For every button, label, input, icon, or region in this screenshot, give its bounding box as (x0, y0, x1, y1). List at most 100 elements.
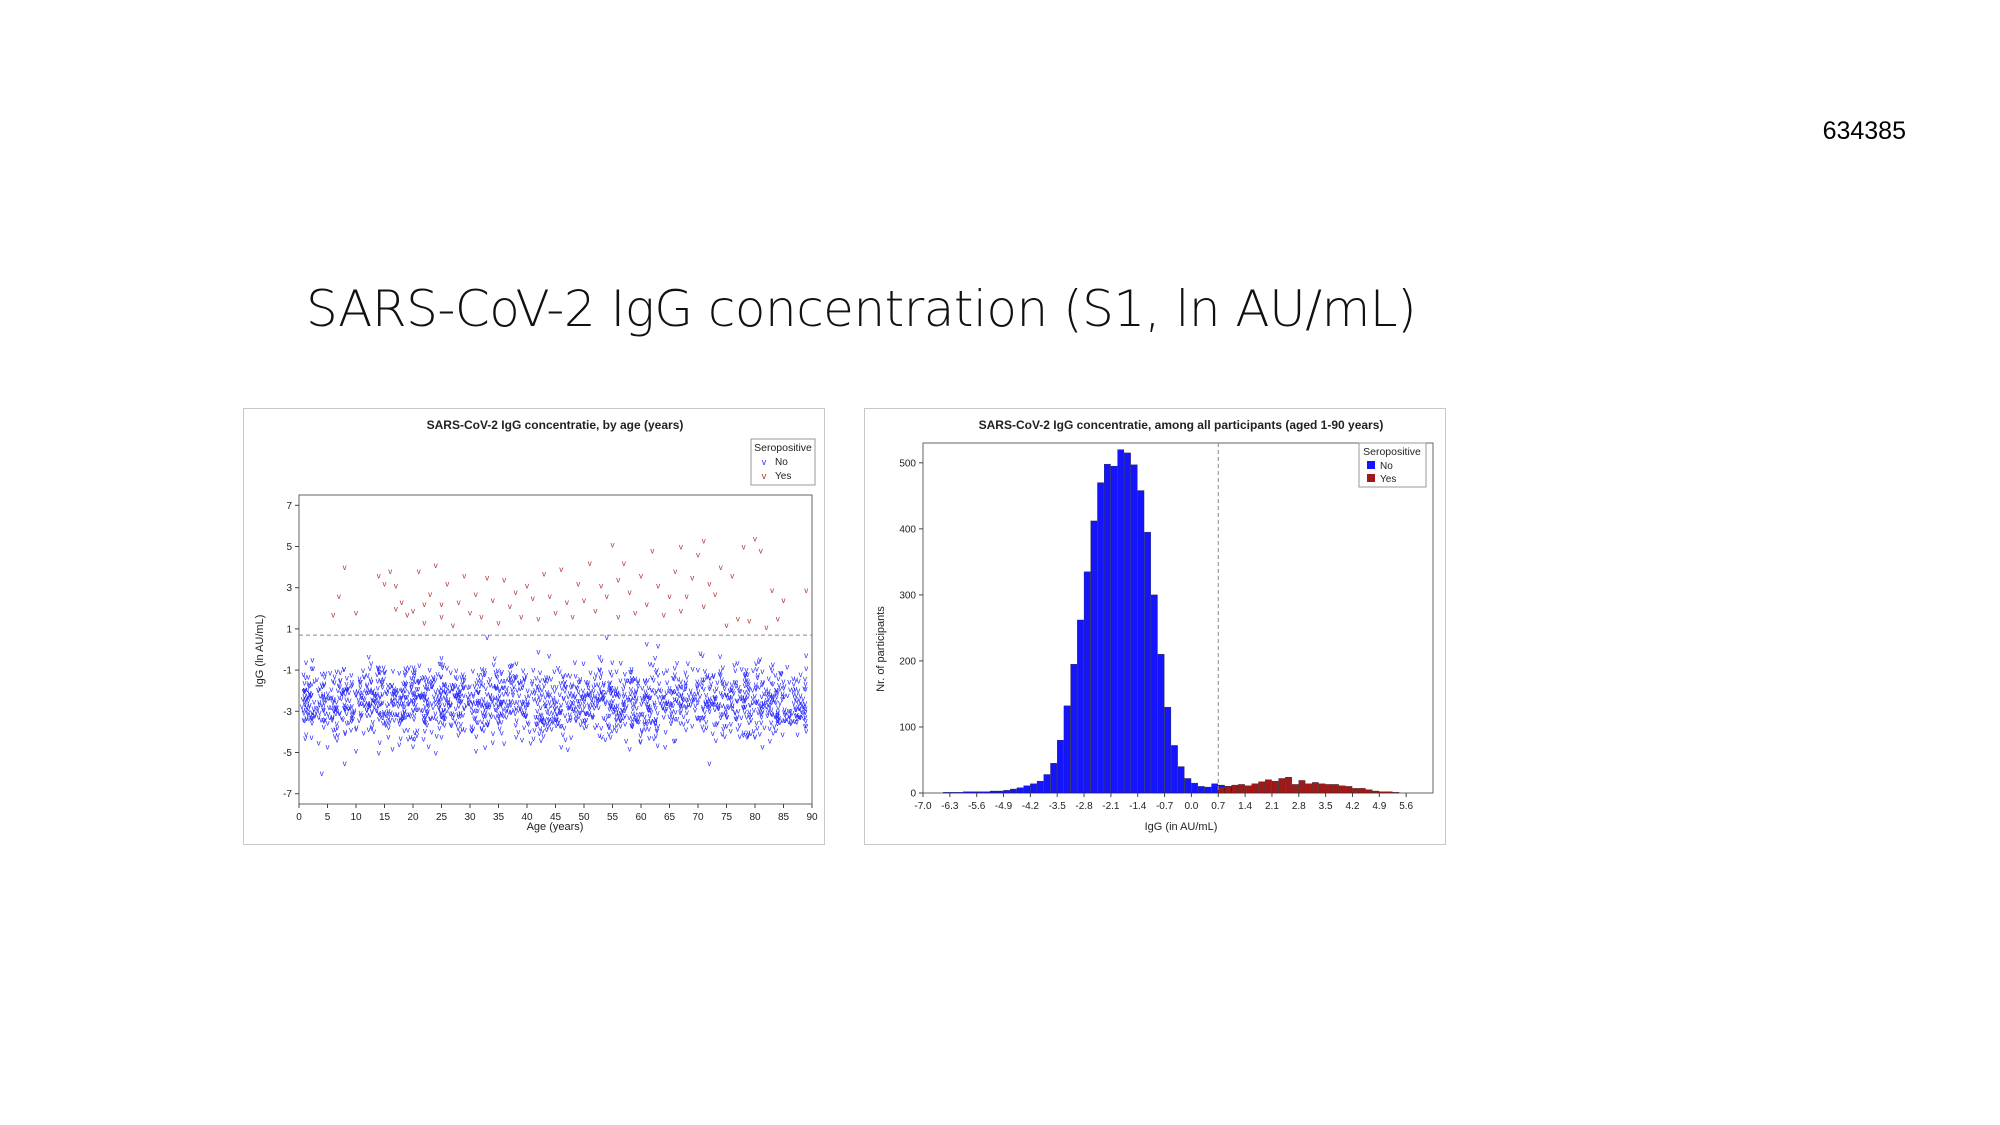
point-no: v (740, 665, 744, 674)
point-no: v (804, 651, 808, 660)
bar-no (1157, 654, 1165, 794)
point-yes: v (394, 582, 398, 591)
point-yes: v (559, 565, 563, 574)
point-yes: v (485, 573, 489, 582)
point-no: v (803, 674, 807, 683)
point-no: v (673, 664, 677, 673)
point-no: v (586, 690, 590, 699)
point-no: v (481, 671, 485, 680)
point-no: v (345, 685, 349, 694)
point-no: v (458, 697, 462, 706)
point-no: v (649, 718, 653, 727)
point-no: v (464, 701, 468, 710)
point-no: v (644, 679, 648, 688)
point-no: v (735, 714, 739, 723)
point-no: v (606, 711, 610, 720)
point-no: v (389, 708, 393, 717)
point-no: v (372, 727, 376, 736)
point-no: v (357, 700, 361, 709)
point-no: v (438, 659, 442, 668)
point-no: v (670, 706, 674, 715)
bar-yes (1312, 782, 1319, 794)
point-no: v (614, 716, 618, 725)
point-no: v (548, 698, 552, 707)
point-no: v (783, 705, 787, 714)
point-no: v (482, 712, 486, 721)
point-no: v (530, 687, 534, 696)
point-no: v (787, 707, 791, 716)
point-no: v (639, 736, 643, 745)
point-no: v (306, 709, 310, 718)
point-no: v (533, 726, 537, 735)
point-no: v (437, 693, 441, 702)
point-no: v (401, 698, 405, 707)
bar-yes (1359, 788, 1366, 794)
point-no: v (400, 715, 404, 724)
point-no: v (533, 685, 537, 694)
point-no: v (454, 666, 458, 675)
point-no: v (771, 695, 775, 704)
point-no: v (342, 704, 346, 713)
point-no: v (672, 736, 676, 745)
point-no: v (496, 666, 500, 675)
point-no: v (406, 699, 410, 708)
point-no: v (600, 688, 604, 697)
point-no: v (518, 704, 522, 713)
point-no: v (743, 672, 747, 681)
point-no: v (675, 714, 679, 723)
bar-no (1110, 465, 1118, 794)
point-no: v (446, 695, 450, 704)
point-no: v (500, 698, 504, 707)
point-no: v (561, 673, 565, 682)
point-no: v (313, 710, 317, 719)
point-no: v (733, 708, 737, 717)
point-no: v (755, 665, 759, 674)
bar-yes (1372, 790, 1380, 794)
point-no: v (399, 716, 403, 725)
point-no: v (334, 704, 338, 713)
point-no: v (791, 674, 795, 683)
point-yes: v (588, 559, 592, 568)
point-no: v (512, 682, 516, 691)
bar-no (1070, 664, 1078, 794)
point-no: v (435, 732, 439, 741)
point-no: v (708, 682, 712, 691)
x-tick-label: 4.9 (1372, 801, 1386, 812)
point-no: v (561, 672, 565, 681)
bar-yes (1392, 792, 1400, 794)
bar-no (963, 791, 970, 794)
point-no: v (586, 683, 590, 692)
point-no: v (472, 714, 476, 723)
point-no: v (526, 720, 530, 729)
point-no: v (417, 661, 421, 670)
point-no: v (624, 676, 628, 685)
bar-no (942, 792, 950, 794)
point-no: v (648, 712, 652, 721)
point-no: v (797, 712, 801, 721)
bar-no (1177, 766, 1185, 794)
point-no: v (551, 717, 555, 726)
point-no: v (321, 704, 325, 713)
point-no: v (308, 681, 312, 690)
point-no: v (484, 711, 488, 720)
point-no: v (664, 728, 668, 737)
point-no: v (608, 701, 612, 710)
point-no: v (368, 685, 372, 694)
point-no: v (628, 676, 632, 685)
point-no: v (607, 729, 611, 738)
point-no: v (488, 700, 492, 709)
point-no: v (616, 705, 620, 714)
point-no: v (382, 674, 386, 683)
point-no: v (504, 687, 508, 696)
point-no: v (757, 657, 761, 666)
point-no: v (483, 743, 487, 752)
point-no: v (684, 703, 688, 712)
point-no: v (516, 728, 520, 737)
point-no: v (543, 715, 547, 724)
point-no: v (775, 711, 779, 720)
point-no: v (716, 719, 720, 728)
point-no: v (333, 731, 337, 740)
bar-no (956, 792, 964, 794)
point-no: v (517, 691, 521, 700)
point-no: v (615, 726, 619, 735)
